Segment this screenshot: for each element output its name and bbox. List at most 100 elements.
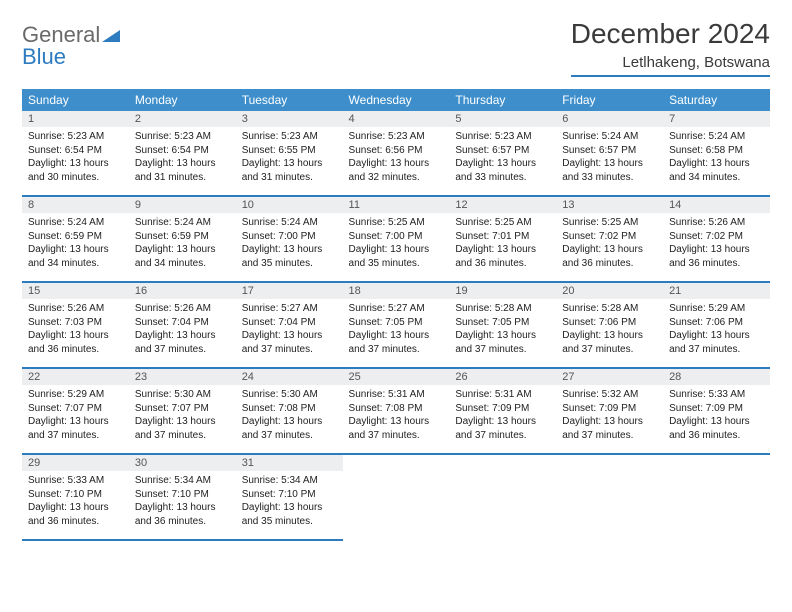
calendar-row: 15Sunrise: 5:26 AMSunset: 7:03 PMDayligh…	[22, 282, 770, 368]
calendar-row: 1Sunrise: 5:23 AMSunset: 6:54 PMDaylight…	[22, 111, 770, 196]
day-details: Sunrise: 5:23 AMSunset: 6:56 PMDaylight:…	[343, 127, 450, 188]
calendar-cell	[556, 454, 663, 540]
day-details: Sunrise: 5:25 AMSunset: 7:01 PMDaylight:…	[449, 213, 556, 274]
day-number: 10	[236, 197, 343, 213]
day-details: Sunrise: 5:25 AMSunset: 7:02 PMDaylight:…	[556, 213, 663, 274]
calendar-cell: 20Sunrise: 5:28 AMSunset: 7:06 PMDayligh…	[556, 282, 663, 368]
day-number: 22	[22, 369, 129, 385]
col-friday: Friday	[556, 89, 663, 111]
day-details: Sunrise: 5:30 AMSunset: 7:07 PMDaylight:…	[129, 385, 236, 446]
calendar-cell: 2Sunrise: 5:23 AMSunset: 6:54 PMDaylight…	[129, 111, 236, 196]
calendar-cell: 3Sunrise: 5:23 AMSunset: 6:55 PMDaylight…	[236, 111, 343, 196]
calendar-cell: 17Sunrise: 5:27 AMSunset: 7:04 PMDayligh…	[236, 282, 343, 368]
day-details: Sunrise: 5:26 AMSunset: 7:02 PMDaylight:…	[663, 213, 770, 274]
day-details: Sunrise: 5:24 AMSunset: 6:59 PMDaylight:…	[129, 213, 236, 274]
day-details: Sunrise: 5:24 AMSunset: 6:59 PMDaylight:…	[22, 213, 129, 274]
calendar-body: 1Sunrise: 5:23 AMSunset: 6:54 PMDaylight…	[22, 111, 770, 540]
day-number: 20	[556, 283, 663, 299]
day-details: Sunrise: 5:28 AMSunset: 7:05 PMDaylight:…	[449, 299, 556, 360]
day-number: 27	[556, 369, 663, 385]
day-number: 26	[449, 369, 556, 385]
day-details: Sunrise: 5:24 AMSunset: 7:00 PMDaylight:…	[236, 213, 343, 274]
calendar-cell: 10Sunrise: 5:24 AMSunset: 7:00 PMDayligh…	[236, 196, 343, 282]
location-label: Letlhakeng, Botswana	[571, 54, 770, 77]
calendar-cell	[663, 454, 770, 540]
day-number: 13	[556, 197, 663, 213]
day-number: 6	[556, 111, 663, 127]
day-number: 29	[22, 455, 129, 471]
day-details: Sunrise: 5:30 AMSunset: 7:08 PMDaylight:…	[236, 385, 343, 446]
day-details: Sunrise: 5:23 AMSunset: 6:54 PMDaylight:…	[22, 127, 129, 188]
logo-triangle-icon	[102, 22, 120, 47]
day-number: 3	[236, 111, 343, 127]
calendar-row: 22Sunrise: 5:29 AMSunset: 7:07 PMDayligh…	[22, 368, 770, 454]
calendar-cell: 22Sunrise: 5:29 AMSunset: 7:07 PMDayligh…	[22, 368, 129, 454]
day-number: 30	[129, 455, 236, 471]
day-details: Sunrise: 5:27 AMSunset: 7:05 PMDaylight:…	[343, 299, 450, 360]
day-details: Sunrise: 5:33 AMSunset: 7:10 PMDaylight:…	[22, 471, 129, 532]
calendar-cell: 29Sunrise: 5:33 AMSunset: 7:10 PMDayligh…	[22, 454, 129, 540]
day-number: 1	[22, 111, 129, 127]
logo-word2: Blue	[22, 44, 66, 69]
day-number: 11	[343, 197, 450, 213]
day-number: 5	[449, 111, 556, 127]
day-number: 14	[663, 197, 770, 213]
day-details: Sunrise: 5:31 AMSunset: 7:08 PMDaylight:…	[343, 385, 450, 446]
day-number: 15	[22, 283, 129, 299]
col-saturday: Saturday	[663, 89, 770, 111]
day-number: 16	[129, 283, 236, 299]
calendar-cell: 18Sunrise: 5:27 AMSunset: 7:05 PMDayligh…	[343, 282, 450, 368]
day-details: Sunrise: 5:26 AMSunset: 7:03 PMDaylight:…	[22, 299, 129, 360]
col-wednesday: Wednesday	[343, 89, 450, 111]
day-details: Sunrise: 5:26 AMSunset: 7:04 PMDaylight:…	[129, 299, 236, 360]
day-details: Sunrise: 5:27 AMSunset: 7:04 PMDaylight:…	[236, 299, 343, 360]
day-details: Sunrise: 5:34 AMSunset: 7:10 PMDaylight:…	[129, 471, 236, 532]
day-details: Sunrise: 5:34 AMSunset: 7:10 PMDaylight:…	[236, 471, 343, 532]
day-details: Sunrise: 5:33 AMSunset: 7:09 PMDaylight:…	[663, 385, 770, 446]
day-details: Sunrise: 5:32 AMSunset: 7:09 PMDaylight:…	[556, 385, 663, 446]
title-block: December 2024 Letlhakeng, Botswana	[571, 18, 770, 77]
calendar-cell: 5Sunrise: 5:23 AMSunset: 6:57 PMDaylight…	[449, 111, 556, 196]
calendar-cell: 4Sunrise: 5:23 AMSunset: 6:56 PMDaylight…	[343, 111, 450, 196]
day-number: 4	[343, 111, 450, 127]
calendar-cell: 9Sunrise: 5:24 AMSunset: 6:59 PMDaylight…	[129, 196, 236, 282]
day-number: 21	[663, 283, 770, 299]
calendar-cell: 14Sunrise: 5:26 AMSunset: 7:02 PMDayligh…	[663, 196, 770, 282]
day-details: Sunrise: 5:23 AMSunset: 6:54 PMDaylight:…	[129, 127, 236, 188]
calendar-cell: 8Sunrise: 5:24 AMSunset: 6:59 PMDaylight…	[22, 196, 129, 282]
day-number: 28	[663, 369, 770, 385]
col-monday: Monday	[129, 89, 236, 111]
calendar-cell: 7Sunrise: 5:24 AMSunset: 6:58 PMDaylight…	[663, 111, 770, 196]
day-details: Sunrise: 5:24 AMSunset: 6:57 PMDaylight:…	[556, 127, 663, 188]
day-number: 25	[343, 369, 450, 385]
day-details: Sunrise: 5:31 AMSunset: 7:09 PMDaylight:…	[449, 385, 556, 446]
day-number: 31	[236, 455, 343, 471]
day-number: 17	[236, 283, 343, 299]
calendar-cell: 23Sunrise: 5:30 AMSunset: 7:07 PMDayligh…	[129, 368, 236, 454]
day-number: 9	[129, 197, 236, 213]
calendar-cell: 12Sunrise: 5:25 AMSunset: 7:01 PMDayligh…	[449, 196, 556, 282]
calendar-cell: 11Sunrise: 5:25 AMSunset: 7:00 PMDayligh…	[343, 196, 450, 282]
day-number: 18	[343, 283, 450, 299]
month-title: December 2024	[571, 18, 770, 50]
calendar-cell: 16Sunrise: 5:26 AMSunset: 7:04 PMDayligh…	[129, 282, 236, 368]
calendar-cell: 30Sunrise: 5:34 AMSunset: 7:10 PMDayligh…	[129, 454, 236, 540]
calendar-cell: 25Sunrise: 5:31 AMSunset: 7:08 PMDayligh…	[343, 368, 450, 454]
calendar-cell: 28Sunrise: 5:33 AMSunset: 7:09 PMDayligh…	[663, 368, 770, 454]
day-details: Sunrise: 5:24 AMSunset: 6:58 PMDaylight:…	[663, 127, 770, 188]
header-row: Sunday Monday Tuesday Wednesday Thursday…	[22, 89, 770, 111]
calendar-cell	[343, 454, 450, 540]
calendar-cell: 6Sunrise: 5:24 AMSunset: 6:57 PMDaylight…	[556, 111, 663, 196]
day-details: Sunrise: 5:29 AMSunset: 7:07 PMDaylight:…	[22, 385, 129, 446]
day-number: 8	[22, 197, 129, 213]
day-number: 19	[449, 283, 556, 299]
calendar-cell: 31Sunrise: 5:34 AMSunset: 7:10 PMDayligh…	[236, 454, 343, 540]
calendar-table: Sunday Monday Tuesday Wednesday Thursday…	[22, 89, 770, 541]
header: General Blue December 2024 Letlhakeng, B…	[22, 18, 770, 77]
day-details: Sunrise: 5:23 AMSunset: 6:55 PMDaylight:…	[236, 127, 343, 188]
logo-text: General Blue	[22, 24, 120, 68]
calendar-row: 8Sunrise: 5:24 AMSunset: 6:59 PMDaylight…	[22, 196, 770, 282]
calendar-row: 29Sunrise: 5:33 AMSunset: 7:10 PMDayligh…	[22, 454, 770, 540]
calendar-cell: 19Sunrise: 5:28 AMSunset: 7:05 PMDayligh…	[449, 282, 556, 368]
day-number: 12	[449, 197, 556, 213]
